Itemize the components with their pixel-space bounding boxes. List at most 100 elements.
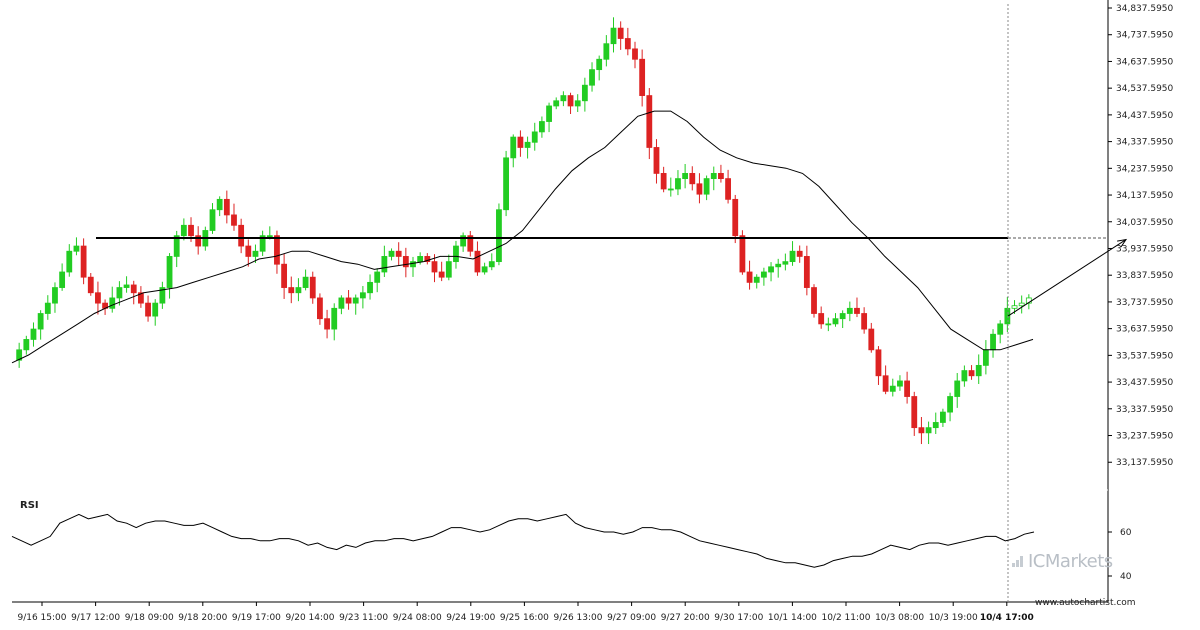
candle-body	[145, 302, 151, 317]
candle-body	[231, 214, 237, 226]
candle-body	[531, 131, 538, 143]
candle-body	[123, 284, 130, 288]
candle-body	[632, 48, 638, 60]
x-tick-label: 9/18 09:00	[125, 613, 174, 623]
candle-body	[846, 307, 853, 314]
x-tick-label: 9/27 09:00	[607, 613, 656, 623]
x-tick-label: 9/26 13:00	[553, 613, 602, 623]
candle-body	[281, 263, 288, 288]
x-tick-label: 9/19 17:00	[232, 613, 281, 623]
x-tick-label: 9/20 14:00	[285, 613, 334, 623]
candle-body	[975, 364, 982, 377]
x-tick-label: 9/27 20:00	[661, 613, 710, 623]
forecast-arrow-head	[1117, 238, 1128, 248]
y-tick-label: 33,137.5950	[1116, 458, 1174, 468]
y-tick-label: 34,037.5950	[1116, 218, 1174, 228]
y-tick-label: 33,937.5950	[1116, 244, 1174, 254]
candle-body	[696, 183, 703, 195]
x-tick-label: 9/16 15:00	[17, 613, 66, 623]
candle-body	[431, 261, 438, 273]
candle-body	[725, 178, 731, 200]
y-tick-label: 34,837.5950	[1116, 4, 1174, 14]
candle-body	[875, 349, 882, 377]
candle-body	[52, 287, 58, 304]
y-tick-label: 33,237.5950	[1116, 432, 1174, 442]
x-tick-label: 10/4 17:00	[980, 613, 1034, 623]
candle-body	[546, 105, 552, 122]
candle-body	[417, 256, 424, 263]
candle-body	[238, 224, 245, 247]
y-tick-label: 34,437.5950	[1116, 111, 1174, 121]
candle-body	[732, 198, 739, 237]
y-tick-label: 34,637.5950	[1116, 57, 1174, 67]
candle-body	[524, 141, 531, 148]
candle-body	[445, 261, 452, 278]
candle-body	[868, 328, 875, 351]
candle-body	[574, 100, 581, 107]
candle-body	[553, 100, 560, 107]
candle-body	[59, 271, 66, 288]
candle-body	[889, 385, 896, 392]
candle-body	[317, 297, 323, 320]
candle-body	[1004, 307, 1011, 325]
candle-body	[44, 302, 51, 314]
candle-body	[324, 318, 330, 330]
candle-body	[811, 287, 817, 314]
candle-body	[510, 136, 517, 159]
candle-body	[95, 292, 101, 304]
candle-body	[402, 256, 409, 268]
candle-body	[818, 313, 825, 325]
y-tick-label: 33,737.5950	[1116, 298, 1174, 308]
candle-body	[539, 121, 545, 133]
candle-body	[682, 173, 689, 179]
candle-body	[116, 287, 123, 299]
candle-body	[689, 173, 696, 185]
moving-average-series	[11, 110, 1034, 364]
candle-body	[496, 209, 502, 263]
candle-body	[395, 250, 402, 257]
candle-body	[954, 380, 961, 397]
candle-body	[703, 178, 710, 195]
candle-body	[560, 95, 567, 102]
y-tick-label: 34,737.5950	[1116, 31, 1174, 41]
x-tick-label: 9/23 11:00	[339, 613, 388, 623]
candle-body	[646, 95, 653, 148]
candle-body	[223, 198, 230, 216]
candle-body	[760, 271, 767, 278]
candle-body	[825, 323, 832, 326]
candle-body	[159, 287, 166, 304]
candle-body	[16, 349, 23, 361]
candle-body	[152, 302, 159, 317]
watermark-text: ICMarkets	[1028, 551, 1113, 572]
candle-body	[961, 370, 968, 382]
candle-body	[596, 58, 603, 71]
candle-body	[1018, 302, 1025, 307]
candle-body	[488, 261, 495, 268]
candle-body	[130, 284, 137, 294]
candle-body	[940, 411, 946, 423]
candle-body	[180, 224, 187, 237]
candle-body	[517, 136, 524, 148]
candle-body	[481, 266, 488, 273]
x-tick-label: 10/3 19:00	[929, 613, 978, 623]
candle-body	[460, 235, 467, 247]
candle-body	[610, 27, 617, 45]
rsi-tick-label: 60	[1120, 528, 1132, 538]
x-tick-label: 10/1 14:00	[768, 613, 817, 623]
candle-body	[911, 396, 918, 429]
candle-body	[259, 235, 266, 252]
candle-body	[266, 235, 273, 238]
candle-body	[23, 339, 30, 351]
candle-body	[309, 276, 316, 299]
candle-body	[653, 147, 660, 174]
candle-body	[453, 245, 459, 263]
candle-body	[30, 328, 37, 340]
candle-body	[882, 375, 889, 392]
candle-body	[660, 173, 667, 190]
candle-body	[803, 256, 810, 288]
y-tick-label: 33,637.5950	[1116, 325, 1174, 335]
candle-body	[925, 427, 932, 434]
candle-body	[617, 27, 624, 39]
candle-body	[359, 292, 366, 299]
